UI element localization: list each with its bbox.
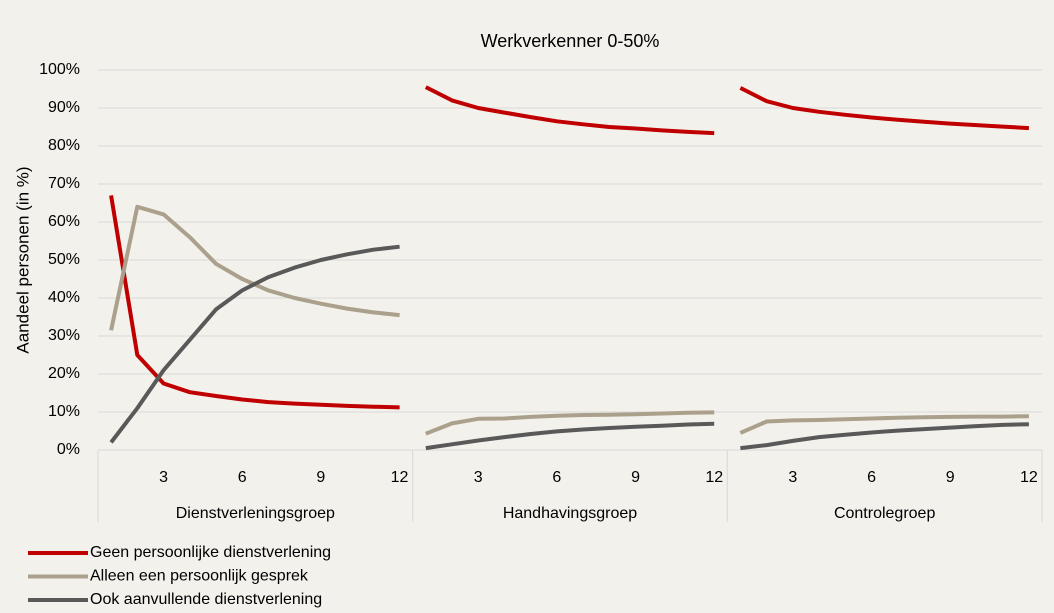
x-tick-label: 12	[1020, 469, 1038, 486]
y-tick-label: 60%	[48, 213, 80, 230]
x-tick-label: 9	[631, 469, 640, 486]
legend-label: Geen persoonlijke dienstverlening	[90, 544, 331, 561]
x-tick-label: 3	[788, 469, 797, 486]
group-label: Dienstverleningsgroep	[176, 505, 335, 522]
x-tick-label: 3	[474, 469, 483, 486]
y-tick-label: 50%	[48, 251, 80, 268]
y-tick-label: 90%	[48, 99, 80, 116]
x-tick-label: 9	[316, 469, 325, 486]
chart-title: Werkverkenner 0-50%	[481, 31, 660, 51]
x-tick-label: 9	[946, 469, 955, 486]
series-line	[424, 85, 715, 136]
y-tick-label: 70%	[48, 175, 80, 192]
y-tick-label: 30%	[48, 327, 80, 344]
x-tick-label: 3	[159, 469, 168, 486]
x-tick-label: 6	[238, 469, 247, 486]
x-tick-label: 12	[705, 469, 723, 486]
group-label: Handhavingsgroep	[503, 505, 637, 522]
y-tick-label: 20%	[48, 365, 80, 382]
y-tick-label: 10%	[48, 403, 80, 420]
y-tick-label: 80%	[48, 137, 80, 154]
group-label: Controlegroep	[834, 505, 936, 522]
y-tick-label: 100%	[39, 61, 80, 78]
x-tick-label: 12	[391, 469, 409, 486]
y-axis-label: Aandeel personen (in %)	[13, 166, 32, 353]
series-line	[109, 244, 400, 444]
series-line	[739, 86, 1030, 131]
series-line	[739, 414, 1029, 435]
x-tick-label: 6	[552, 469, 561, 486]
y-tick-label: 0%	[57, 441, 80, 458]
series-line	[740, 422, 1029, 451]
series-line	[425, 421, 715, 451]
x-tick-label: 6	[867, 469, 876, 486]
legend-label: Alleen een persoonlijk gesprek	[90, 568, 309, 585]
series-line	[425, 410, 715, 436]
legend-label: Ook aanvullende dienstverlening	[90, 591, 322, 608]
y-tick-label: 40%	[48, 289, 80, 306]
